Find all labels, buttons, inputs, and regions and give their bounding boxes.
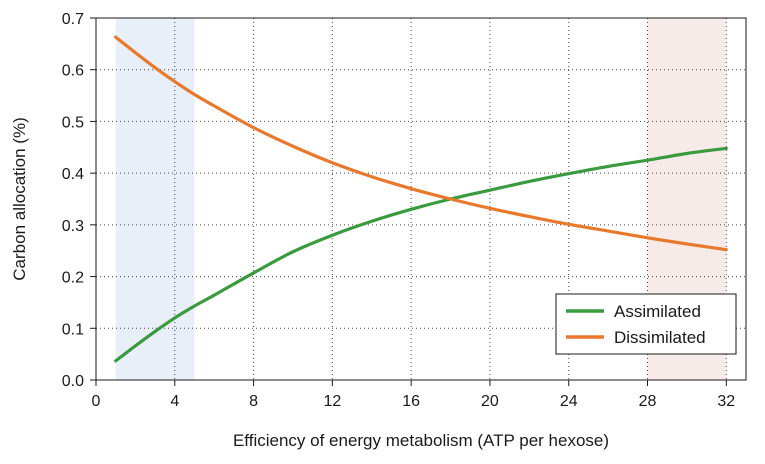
- y-axis-title: Carbon allocation (%): [10, 117, 29, 280]
- y-tick-label: 0.7: [62, 11, 84, 28]
- y-tick-label: 0.1: [62, 321, 84, 338]
- y-tick-label: 0.4: [62, 166, 84, 183]
- legend-box: [555, 293, 737, 355]
- x-tick-label: 32: [717, 393, 735, 410]
- legend-label-dissimilated: Dissimilated: [614, 328, 706, 347]
- legend-label-assimilated: Assimilated: [614, 302, 701, 321]
- grid: [96, 18, 746, 380]
- x-tick-label: 20: [481, 393, 499, 410]
- x-tick-label: 28: [639, 393, 657, 410]
- axis-ticks: 0 4 8 12 16 20 24 28 32 0.0 0.1 0.2 0.3 0.4 0.5 0.6 0.7: [62, 11, 736, 410]
- shaded-regions: [115, 18, 727, 380]
- legend: Assimilated Dissimilated: [555, 293, 737, 355]
- x-tick-label: 4: [170, 393, 179, 410]
- y-tick-label: 0.6: [62, 63, 84, 80]
- y-tick-label: 0.5: [62, 114, 84, 131]
- series-line-assimilated: [114, 146, 728, 363]
- x-tick-label: 8: [249, 393, 258, 410]
- x-axis-title: Efficiency of energy metabolism (ATP per…: [233, 431, 609, 450]
- y-tick-label: 0.3: [62, 218, 84, 235]
- y-tick-label: 0.0: [62, 373, 84, 390]
- x-tick-label: 0: [92, 393, 101, 410]
- series-line-dissimilated: [114, 35, 728, 252]
- series-lines: [114, 35, 728, 363]
- x-tick-label: 12: [323, 393, 341, 410]
- plot-frame: [95, 17, 747, 381]
- y-tick-label: 0.2: [62, 270, 84, 287]
- x-tick-label: 24: [560, 393, 578, 410]
- shaded-region-1: [115, 18, 195, 380]
- x-tick-label: 16: [402, 393, 420, 410]
